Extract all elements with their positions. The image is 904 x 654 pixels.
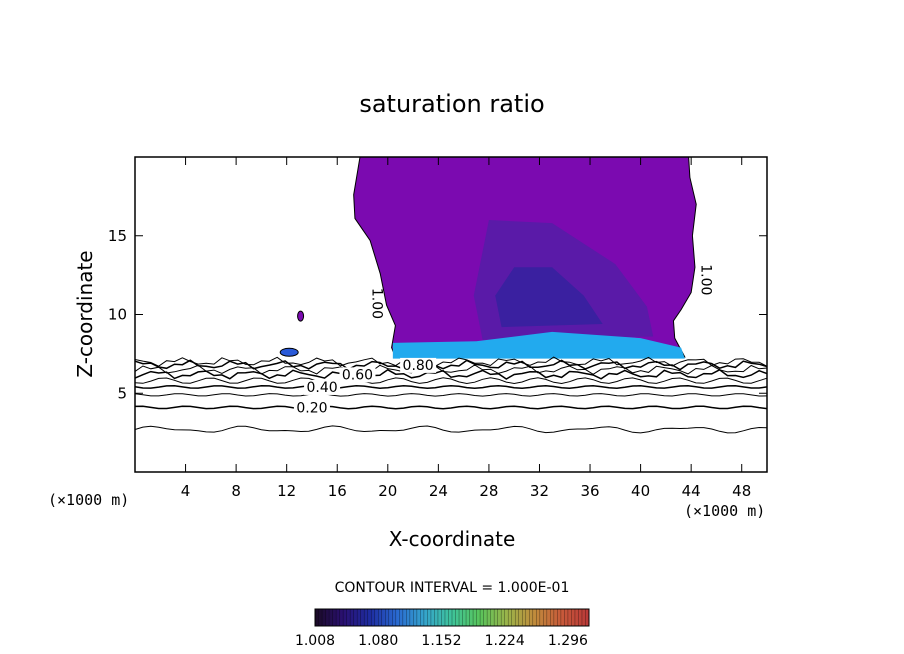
contour-label: 0.40 — [306, 380, 337, 396]
contour-line — [134, 356, 768, 367]
y-axis-label: Z-coordinate — [73, 250, 97, 377]
saturation-fill-layer — [279, 156, 697, 359]
x-tick-label: 40 — [631, 482, 650, 500]
isolated-cloud-fill — [297, 310, 305, 322]
x-axis: 4 8 12 16 20 24 28 32 36 40 44 48 — [181, 157, 751, 500]
y-tick-label: 5 — [117, 384, 127, 402]
x-axis-unit-left: (×1000 m) — [48, 491, 129, 509]
contour-line — [134, 377, 768, 385]
colorbar-tick-label: 1.152 — [421, 633, 461, 649]
chart-title: saturation ratio — [359, 90, 544, 118]
cloud-edge-contour-label: 1.00 — [369, 288, 385, 319]
colorbar-tick-label: 1.080 — [358, 633, 398, 649]
x-tick-label: 12 — [277, 482, 296, 500]
contour-label-bg — [293, 400, 330, 416]
colorbar — [314, 608, 590, 627]
contour-line — [134, 368, 768, 380]
contour-label: 0.80 — [403, 358, 434, 374]
contour-label-bg — [400, 357, 437, 373]
x-tick-label: 48 — [732, 482, 751, 500]
x-axis-label: X-coordinate — [389, 527, 516, 551]
x-axis-unit-right: (×1000 m) — [684, 502, 765, 520]
contour-line — [134, 393, 768, 397]
colorbar-tick-labels: 1.008 1.080 1.152 1.224 1.296 — [295, 633, 588, 649]
contour-interval-text: CONTOUR INTERVAL = 1.000E-01 — [335, 580, 570, 596]
x-tick-label: 4 — [181, 482, 191, 500]
colorbar-tick-label: 1.224 — [485, 633, 525, 649]
y-tick-label: 10 — [108, 306, 127, 324]
contour-label: 0.20 — [296, 400, 327, 416]
x-tick-label: 32 — [530, 482, 549, 500]
contour-labels-layer: 0.20 0.40 0.60 0.80 1.00 1.00 — [293, 264, 713, 416]
x-tick-label: 24 — [429, 482, 448, 500]
x-tick-label: 16 — [328, 482, 347, 500]
contour-line — [134, 359, 768, 371]
cloud-inner-fill — [495, 267, 603, 328]
x-tick-label: 8 — [231, 482, 241, 500]
contour-label-bg — [304, 379, 341, 395]
contour-label-bg — [339, 367, 376, 383]
x-tick-label: 28 — [479, 482, 498, 500]
contour-line — [134, 384, 768, 389]
isolated-cloud-fill — [279, 347, 299, 357]
x-tick-label: 36 — [580, 482, 599, 500]
y-axis: 5 10 15 — [108, 227, 767, 402]
cloud-edge-contour-label: 1.00 — [697, 264, 713, 295]
colorbar-tick-label: 1.008 — [295, 633, 335, 649]
x-tick-label: 44 — [682, 482, 701, 500]
y-tick-label: 15 — [108, 227, 127, 245]
contour-label: 0.60 — [342, 367, 373, 383]
colorbar-tick-label: 1.296 — [548, 633, 588, 649]
contour-lines-layer — [134, 356, 768, 434]
contour-line — [134, 425, 768, 434]
contour-line — [134, 405, 768, 410]
x-tick-label: 20 — [378, 482, 397, 500]
cloud-base-fill — [392, 331, 685, 359]
contour-line — [134, 364, 768, 375]
